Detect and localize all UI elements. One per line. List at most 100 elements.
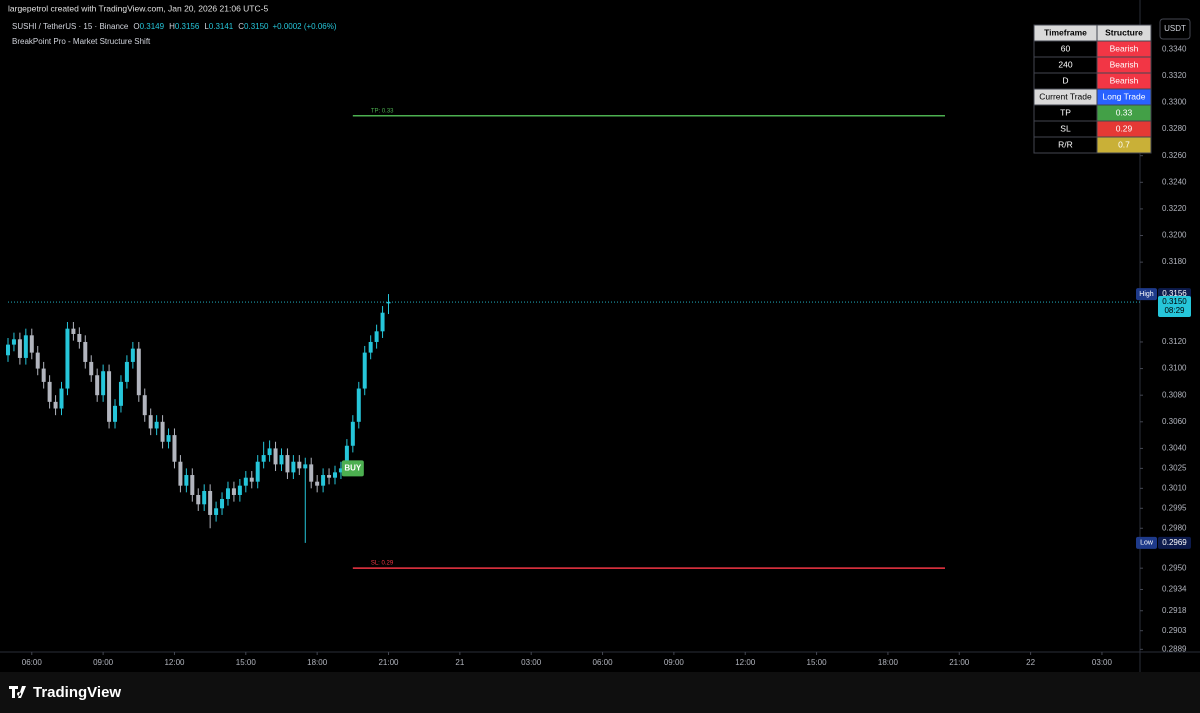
candle-body — [6, 344, 10, 356]
candle-body — [184, 475, 189, 486]
candle-body — [118, 381, 123, 406]
candle-body — [249, 477, 254, 482]
x-tick-label: 03:00 — [1092, 658, 1113, 667]
price-tag-box — [1158, 536, 1191, 549]
x-tick-label: 18:00 — [307, 658, 328, 667]
table-header: Timeframe — [1044, 27, 1087, 37]
candle-body — [332, 472, 337, 478]
candle-body — [17, 339, 22, 358]
y-tick-label: 0.3280 — [1162, 124, 1187, 133]
x-tick-label: 06:00 — [593, 658, 614, 667]
candle-body — [59, 388, 64, 409]
table-label: 60 — [1061, 43, 1071, 53]
y-tick-label: 0.3180 — [1162, 257, 1187, 266]
x-tick-label: 15:00 — [236, 658, 257, 667]
candle-body — [362, 352, 367, 389]
candle-body — [95, 375, 100, 396]
candle-body — [124, 361, 129, 382]
indicator-name: BreakPoint Pro - Market Structure Shift — [12, 37, 151, 46]
candle-body — [386, 302, 391, 304]
candle-body — [130, 348, 135, 362]
candle-body — [101, 371, 106, 396]
ohlc-value: 0.3141 — [209, 22, 234, 31]
candle-body — [214, 508, 219, 515]
logo-icon — [9, 686, 26, 698]
table-label: SL — [1060, 123, 1071, 133]
ohlc-key: C — [238, 22, 244, 31]
y-tick-label: 0.2950 — [1162, 563, 1187, 572]
table-value: Long Trade — [1102, 91, 1145, 101]
table-header: Structure — [1105, 27, 1143, 37]
x-tick-label: 12:00 — [735, 658, 756, 667]
candle-body — [374, 331, 379, 342]
candle-body — [344, 445, 349, 469]
y-tick-label: 0.3100 — [1162, 364, 1187, 373]
table-label: R/R — [1058, 139, 1073, 149]
ohlc-key: O — [133, 22, 139, 31]
table-value: Bearish — [1110, 59, 1139, 69]
ohlc-key: H — [169, 22, 175, 31]
x-tick-label: 21:00 — [949, 658, 970, 667]
candle-body — [225, 488, 230, 499]
candle-body — [71, 328, 76, 334]
level-label: TP: 0.33 — [371, 108, 394, 114]
candle-body — [356, 388, 361, 422]
candle-body — [83, 341, 88, 362]
candle-body — [231, 488, 236, 495]
candle-body — [237, 485, 242, 495]
candle-body — [77, 333, 82, 342]
table-value: 0.29 — [1116, 123, 1133, 133]
table-label: 240 — [1058, 59, 1072, 69]
y-tick-label: 0.2995 — [1162, 503, 1187, 512]
candle-body — [315, 481, 320, 486]
currency[interactable]: USDT — [1164, 24, 1186, 33]
candle-body — [220, 498, 225, 509]
table-value: Bearish — [1110, 75, 1139, 85]
candle-body — [267, 448, 272, 456]
x-tick-label: 09:00 — [664, 658, 685, 667]
candle-body — [154, 421, 159, 429]
x-tick-label: 22 — [1026, 658, 1035, 667]
y-tick-label: 0.3240 — [1162, 177, 1187, 186]
footer-bar — [0, 672, 1200, 713]
x-tick-label: 18:00 — [878, 658, 899, 667]
y-tick-label: 0.3220 — [1162, 204, 1187, 213]
candle-body — [368, 341, 373, 353]
x-tick-label: 06:00 — [22, 658, 43, 667]
countdown: 08:29 — [1164, 306, 1185, 315]
candle-body — [178, 461, 183, 486]
candle-body — [41, 368, 46, 382]
candle-body — [35, 352, 40, 369]
ohlc-value: 0.3156 — [175, 22, 200, 31]
currency-button[interactable] — [1159, 18, 1191, 40]
y-tick-label: 0.3120 — [1162, 337, 1187, 346]
table-value: 0.7 — [1118, 139, 1130, 149]
signal-label: BUY — [344, 463, 362, 472]
candle-body — [208, 490, 213, 515]
x-tick-label: 15:00 — [807, 658, 828, 667]
x-tick-label: 03:00 — [521, 658, 542, 667]
candle-body — [297, 461, 302, 469]
table-value: Bearish — [1110, 43, 1139, 53]
y-tick-label: 0.3300 — [1162, 98, 1187, 107]
symbol: SUSHI / TetherUS · 15 · Binance — [12, 22, 129, 31]
candle-body — [285, 455, 290, 473]
y-tick-label: 0.2903 — [1162, 626, 1187, 635]
candle-body — [65, 328, 70, 389]
candle-body — [29, 335, 34, 353]
candle-body — [142, 395, 147, 416]
table-label: TP — [1060, 107, 1071, 117]
table-label: D — [1062, 75, 1068, 85]
price-tag-value: 0.3156 — [1162, 289, 1187, 298]
y-tick-label: 0.3260 — [1162, 151, 1187, 160]
change: +0.0002 (+0.06%) — [272, 22, 336, 31]
candle-body — [89, 361, 94, 376]
y-tick-label: 0.3060 — [1162, 417, 1187, 426]
table-label: Current Trade — [1039, 91, 1092, 101]
ohlc-value: 0.3150 — [244, 22, 269, 31]
x-tick-label: 09:00 — [93, 658, 114, 667]
symbol-legend: SUSHI / TetherUS · 15 · Binance O0.3149 H0… — [12, 22, 337, 31]
candle-body — [136, 348, 141, 396]
candle-body — [172, 435, 177, 462]
